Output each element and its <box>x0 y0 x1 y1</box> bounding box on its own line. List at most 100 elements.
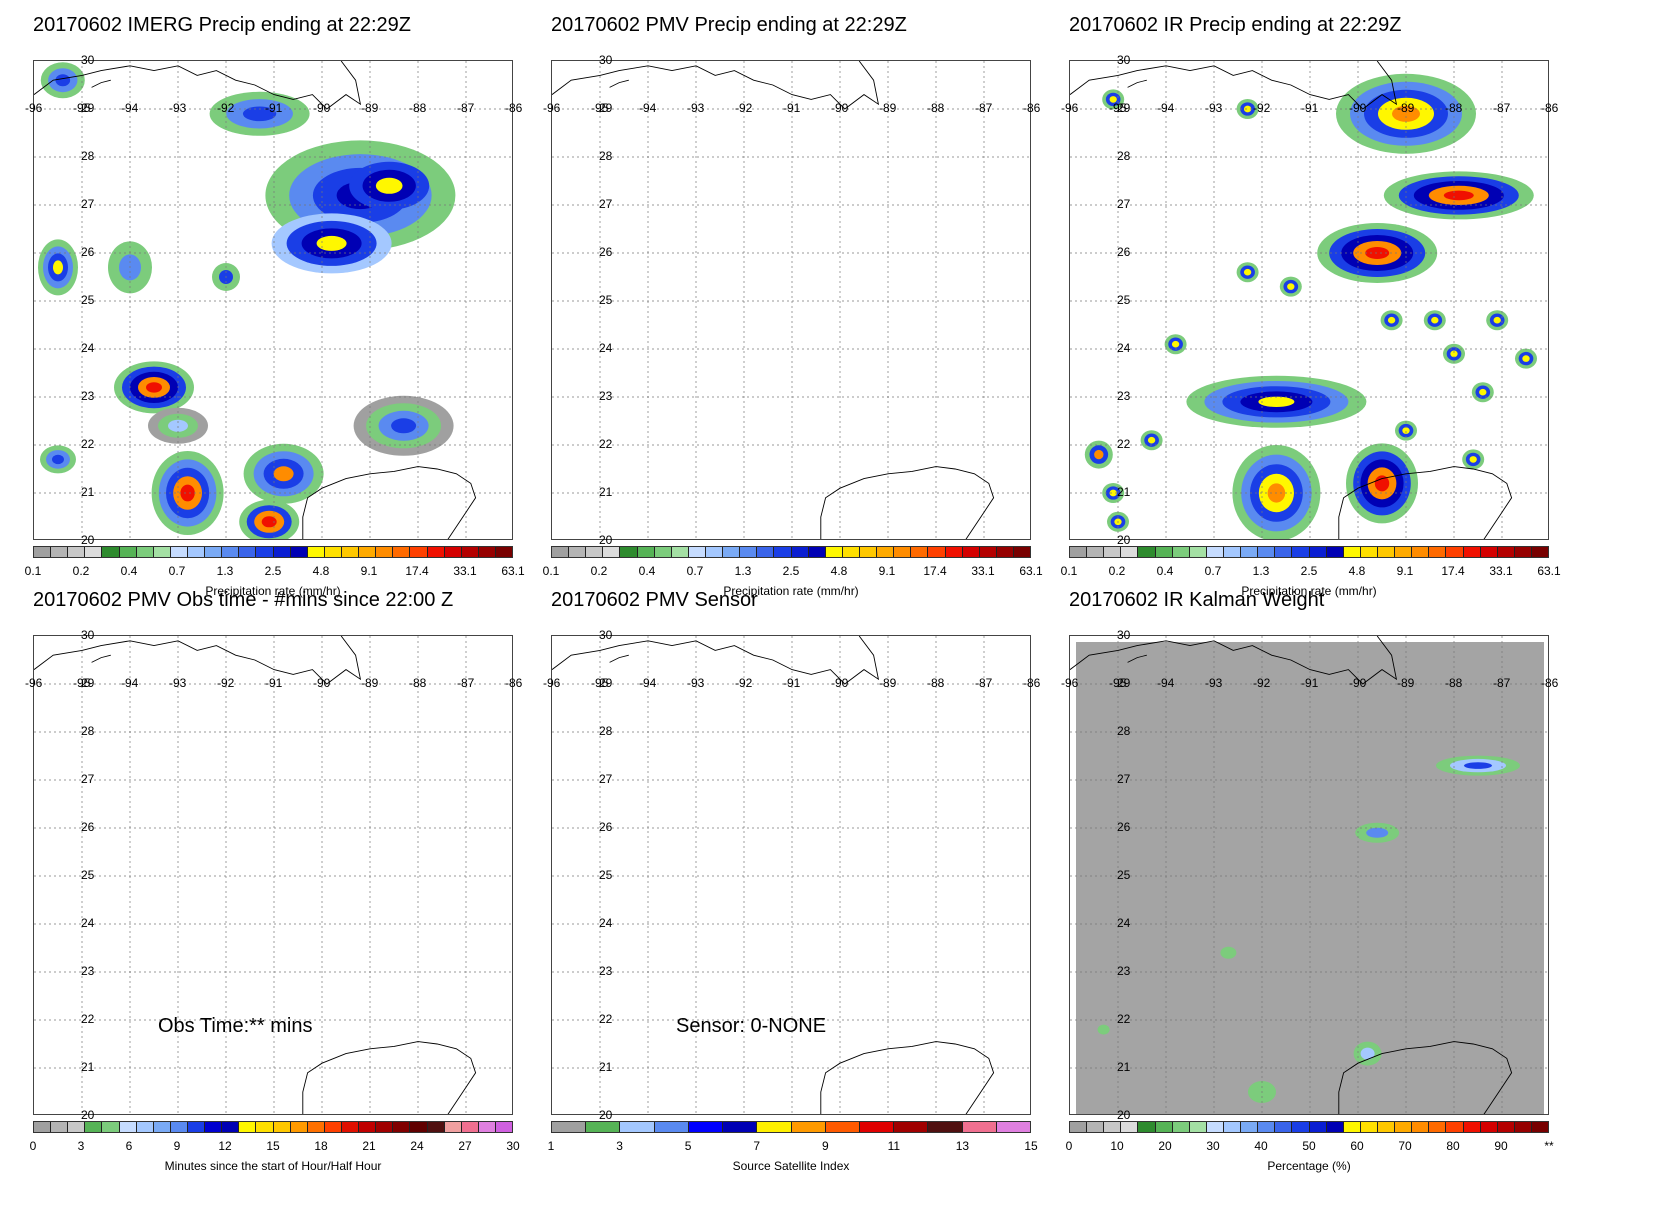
lat-tick-label: 28 <box>1117 724 1131 738</box>
lon-tick-label: -92 <box>1253 676 1271 690</box>
panel-2: 20170602 PMV Precip ending at 22:29Z -96 -… <box>518 0 1058 600</box>
lat-tick-label: 20 <box>599 1108 613 1122</box>
colorbar-tick: 0.7 <box>686 564 704 578</box>
lat-tick-label: 29 <box>81 101 95 115</box>
map-canvas <box>1070 61 1548 539</box>
coastline-yucatan <box>302 466 477 539</box>
lat-tick-label: 23 <box>81 964 95 978</box>
colorbar-tick: 17.4 <box>923 564 947 578</box>
colorbar-tick: 63.1 <box>1537 564 1561 578</box>
lon-tick-label: -93 <box>1205 101 1223 115</box>
lat-tick-label: 26 <box>599 820 613 834</box>
lon-tick-label: -95 <box>73 676 91 690</box>
colorbar-tick: 0 <box>29 1139 37 1153</box>
lat-tick-label: 26 <box>1117 820 1131 834</box>
ir-storm-21n <box>1232 445 1321 539</box>
colorbar-tick: 0.1 <box>24 564 42 578</box>
lat-tick-label: 22 <box>1117 1012 1131 1026</box>
colorbar-swatch <box>427 1122 445 1132</box>
colorbar-tick: 12 <box>218 1139 232 1153</box>
colorbar-swatch <box>688 1122 724 1132</box>
lat-tick-label: 24 <box>81 341 95 355</box>
colorbar-swatch <box>34 547 52 557</box>
lat-tick-label: 25 <box>1117 293 1131 307</box>
colorbar-swatch <box>1446 547 1464 557</box>
lon-tick-label: -92 <box>735 676 753 690</box>
ir-band-23n <box>1186 375 1367 428</box>
panel-6: 20170602 IR Kalman Weight -96 -95 -94 -93 -92… <box>1036 575 1576 1175</box>
panel-title: 20170602 PMV Precip ending at 22:29Z <box>551 14 907 36</box>
lat-tick-label: 24 <box>599 341 613 355</box>
colorbar-tick: 7 <box>753 1139 761 1153</box>
colorbar-swatch <box>723 1122 758 1132</box>
colorbar-swatch <box>324 547 342 557</box>
coastline-galveston <box>91 79 111 88</box>
lat-tick-label: 21 <box>1117 1060 1131 1074</box>
colorbar-swatch <box>1531 1122 1549 1132</box>
colorbar-swatch <box>1172 547 1190 557</box>
colorbar-swatch <box>894 1122 929 1132</box>
colorbar-swatch <box>928 1122 963 1132</box>
lon-tick-label: -92 <box>735 101 753 115</box>
colorbar-swatch <box>273 547 291 557</box>
colorbar-swatch <box>444 1122 462 1132</box>
colorbar-tick: 3 <box>616 1139 623 1153</box>
colorbar-swatch <box>1104 1122 1122 1132</box>
lon-tick-label: -96 <box>25 101 43 115</box>
colorbar-swatch <box>187 547 206 557</box>
lat-tick-label: 29 <box>1117 676 1131 690</box>
lat-tick-label: 27 <box>599 197 613 211</box>
lat-tick-label: 27 <box>599 772 613 786</box>
colorbar-swatch <box>552 1122 587 1132</box>
lon-tick-label: -86 <box>505 676 523 690</box>
lon-tick-label: -91 <box>1301 101 1319 115</box>
panel-5: 20170602 PMV Sensor -96 -95 -94 -93 -92 -91 -90… <box>518 575 1058 1175</box>
colorbar-swatch <box>1343 1122 1361 1132</box>
coastline-gulf-north <box>552 636 880 685</box>
coastline-galveston <box>1127 79 1147 88</box>
colorbar-swatch <box>205 547 223 557</box>
lon-tick-label: -92 <box>217 676 235 690</box>
lat-tick-label: 26 <box>599 245 613 259</box>
coastline-gulf-north <box>34 61 362 110</box>
rain-area-nw <box>40 62 85 99</box>
lat-tick-label: 20 <box>1117 1108 1131 1122</box>
colorbar-swatch <box>290 547 308 557</box>
kalman-cell-21n <box>1353 1041 1382 1066</box>
lon-tick-label: -86 <box>1541 101 1559 115</box>
lon-tick-label: -86 <box>1541 676 1559 690</box>
coastline-yucatan <box>820 1041 995 1114</box>
panel-title: 20170602 IMERG Precip ending at 22:29Z <box>33 14 412 36</box>
colorbar-swatch <box>1155 547 1173 557</box>
map-area <box>551 60 1031 540</box>
map-area <box>1069 60 1549 540</box>
lon-tick-label: -93 <box>1205 676 1223 690</box>
lat-tick-label: 22 <box>599 1012 613 1026</box>
colorbar-swatch <box>757 1122 792 1132</box>
colorbar-tick: 70 <box>1398 1139 1412 1153</box>
lat-tick-label: 30 <box>1117 628 1131 642</box>
colorbar-swatch <box>85 547 103 557</box>
lat-tick-label: 21 <box>599 1060 613 1074</box>
lon-tick-label: -91 <box>783 676 801 690</box>
colorbar-swatch <box>1275 547 1293 557</box>
colorbar-tick: 0 <box>1065 1139 1073 1153</box>
colorbar-swatch <box>205 1122 223 1132</box>
coastline-galveston <box>609 79 629 88</box>
lon-tick-label: -86 <box>1023 101 1041 115</box>
colorbar-swatch <box>586 547 604 557</box>
lat-tick-label: 22 <box>1117 437 1131 451</box>
lat-tick-label: 30 <box>599 53 613 67</box>
colorbar-tick: 50 <box>1302 1139 1316 1153</box>
colorbar-tick: 0.2 <box>590 564 608 578</box>
rain-area-22n-east <box>353 395 454 456</box>
lat-tick-label: 25 <box>599 868 613 882</box>
colorbar-swatch <box>478 547 496 557</box>
colorbar-swatch <box>1206 547 1224 557</box>
colorbar-tick: 9 <box>173 1139 181 1153</box>
lon-tick-label: -96 <box>1061 101 1079 115</box>
colorbar-swatch <box>187 1122 206 1132</box>
colorbar-swatch <box>239 547 257 557</box>
lon-tick-label: -94 <box>1157 676 1175 690</box>
lon-tick-label: -88 <box>927 101 945 115</box>
